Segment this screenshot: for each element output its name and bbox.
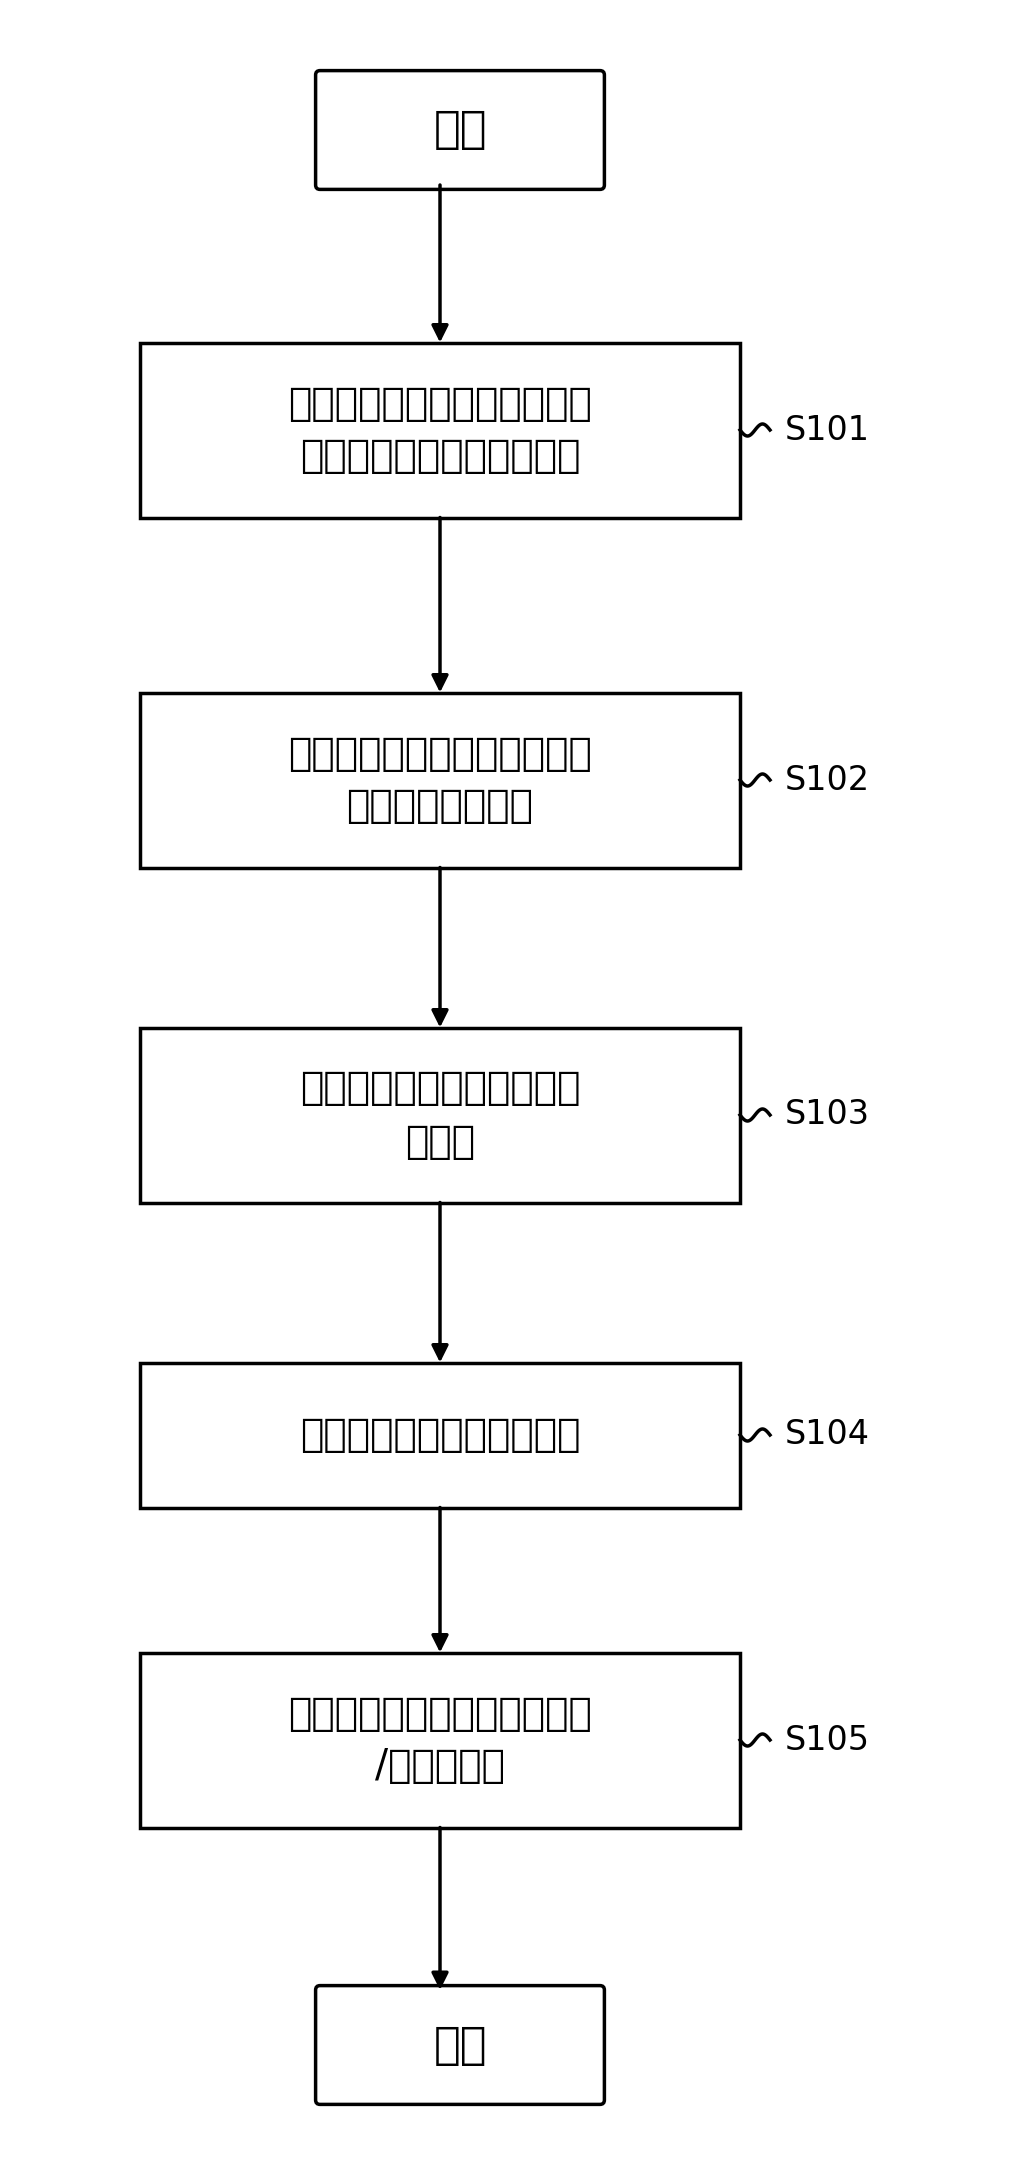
Text: S102: S102: [785, 765, 870, 797]
Text: 分析所述仿真结果的可靠性: 分析所述仿真结果的可靠性: [300, 1416, 580, 1453]
Text: S104: S104: [785, 1418, 870, 1451]
Bar: [140, 1362, 740, 1507]
Text: 建立风力发电机内声场边界元
模型或有限元模型: 建立风力发电机内声场边界元 模型或有限元模型: [288, 734, 592, 825]
Bar: [140, 1653, 740, 1827]
Text: 优化风力发电机的结构形式和
/或降噪结构: 优化风力发电机的结构形式和 /或降噪结构: [288, 1694, 592, 1785]
Text: S103: S103: [785, 1099, 870, 1132]
Bar: [140, 693, 740, 867]
Bar: [140, 1027, 740, 1203]
Text: 结束: 结束: [433, 2024, 486, 2066]
Text: 对风力发电机进行多体动力学
仿真，以输出动力激励载荷: 对风力发电机进行多体动力学 仿真，以输出动力激励载荷: [288, 384, 592, 476]
Bar: [140, 343, 740, 517]
Text: 开始: 开始: [433, 109, 486, 152]
Text: 仿真计算发电机的噪声衍射
与分布: 仿真计算发电机的噪声衍射 与分布: [300, 1069, 580, 1160]
Text: S101: S101: [785, 413, 870, 447]
FancyBboxPatch shape: [316, 72, 604, 189]
FancyBboxPatch shape: [316, 1985, 604, 2105]
Text: S105: S105: [785, 1725, 870, 1757]
